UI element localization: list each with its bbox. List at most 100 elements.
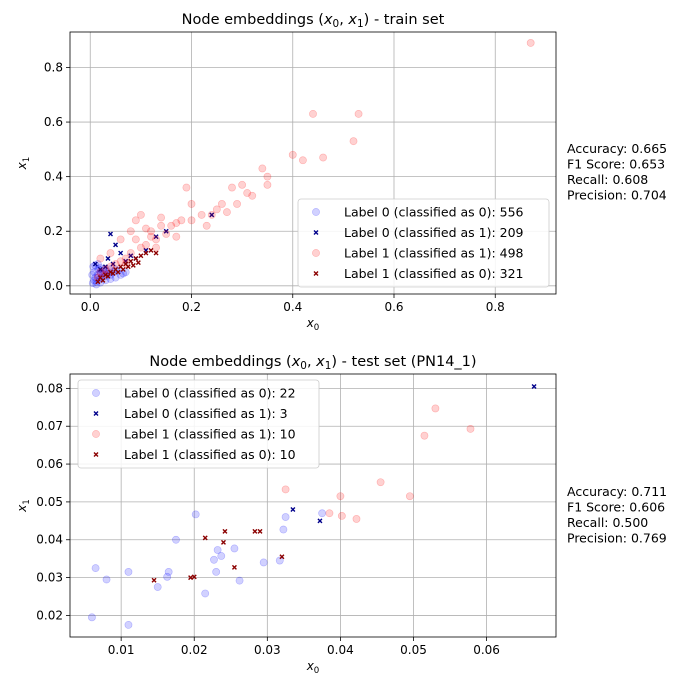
chart1-s2-point-20 — [177, 216, 186, 225]
chart1-s2-point-47 — [96, 254, 105, 263]
chart1-xlabel: x0 — [306, 316, 320, 333]
chart1-s2-point-3 — [349, 137, 358, 146]
chart1-s3-point-15 — [100, 277, 106, 283]
chart1-s3-point-12 — [115, 269, 121, 275]
chart1-s2-point-4 — [288, 150, 297, 159]
chart1-s2-point-22 — [167, 221, 176, 230]
chart1-s3-point-8 — [138, 253, 144, 259]
chart2-metric-2: Recall: 0.500 — [567, 515, 648, 530]
chart1-s2-point-11 — [248, 191, 257, 200]
chart1-s2-point-54 — [152, 243, 160, 252]
chart2-s3-point-8 — [257, 528, 263, 534]
chart1-legend-marker-0 — [312, 208, 320, 216]
chart2-s0-point-10 — [201, 589, 210, 598]
chart1-s2-point-13 — [228, 183, 236, 192]
chart2-s0-point-18 — [275, 556, 284, 565]
chart2-s3-point-2 — [191, 574, 197, 580]
chart1-s3-point-7 — [133, 256, 139, 262]
chart1-s2-point-7 — [258, 164, 267, 173]
chart2-s3-point-0 — [151, 577, 157, 583]
chart1-s0-point-16 — [91, 261, 100, 270]
chart2-xlabel-sub: 0 — [314, 666, 320, 676]
chart1: 0.0 0.2 0.4 0.6 0.8 0.0 0.2 0.4 0.6 0.8 Node embed… — [15, 12, 667, 333]
chart2-s0-point-19 — [279, 525, 288, 534]
chart1-ylabel-sub: 1 — [22, 157, 32, 163]
chart2-title-x1: x — [315, 354, 325, 370]
chart1-title-x0: x — [323, 12, 333, 28]
chart2-xtick-label-0: 0.01 — [108, 643, 135, 657]
chart1-ytick-label-4: 0.8 — [44, 60, 63, 74]
chart1-s2-point-12 — [233, 200, 241, 208]
chart2-xtick-label-4: 0.05 — [400, 643, 427, 657]
chart1-s3-point-19 — [130, 262, 136, 268]
chart2-legend-label-2: Label 1 (classified as 1): 10 — [124, 427, 296, 442]
chart2-ylabel-base: x — [15, 504, 29, 513]
chart1-s0-point-30 — [88, 270, 97, 279]
chart1-s3-point-1 — [102, 272, 108, 278]
chart1-title-x0-sub: 0 — [333, 18, 340, 30]
chart2-s0-point-11 — [210, 555, 218, 564]
chart1-s2-point-43 — [212, 205, 221, 214]
chart2-xtick-label-3: 0.04 — [327, 643, 354, 657]
chart1-s2-point-44 — [243, 189, 252, 197]
chart1-s1-point-11 — [163, 228, 169, 234]
chart2-s3-point-3 — [202, 535, 208, 541]
chart2-s0-point-13 — [213, 546, 222, 554]
chart1-xtick-label-2: 0.4 — [283, 300, 302, 314]
chart2-legend-box — [77, 379, 320, 469]
chart2-ytick-label-2: 0.04 — [36, 533, 63, 547]
chart1-s2-point-32 — [116, 257, 125, 266]
chart2-legend-marker-1 — [93, 411, 99, 416]
chart1-title-x1: x — [347, 12, 357, 28]
chart1-legend-marker-1 — [313, 230, 319, 235]
chart2-s2-point-3 — [337, 512, 346, 520]
chart2-s0-point-1 — [91, 564, 100, 573]
chart2-s0-point-7 — [164, 568, 173, 576]
chart1-s2-point-40 — [147, 227, 155, 236]
chart2-s0-point-3 — [124, 620, 133, 629]
chart1-xlabel-base: x — [306, 316, 315, 330]
chart1-ytick-label-2: 0.4 — [44, 170, 63, 184]
chart1-s2-point-14 — [217, 200, 226, 208]
chart1-s1-point-10 — [153, 234, 159, 240]
chart1-s1-point-13 — [105, 256, 111, 262]
chart1-legend-label-1: Label 0 (classified as 1): 209 — [344, 225, 524, 240]
chart1-legend-label-3: Label 1 (classified as 0): 321 — [344, 266, 524, 281]
chart1-s3-point-10 — [105, 273, 111, 279]
chart1-ylabel: x1 — [15, 157, 32, 171]
chart2-s2-point-7 — [420, 431, 429, 440]
chart1-s2-point-48 — [157, 213, 166, 222]
chart1-legend-marker-3 — [313, 271, 319, 276]
chart1-s1-point-14 — [110, 261, 116, 267]
chart1-s1-point-3 — [108, 231, 113, 237]
chart1-xtick-label-3: 0.6 — [384, 300, 403, 314]
chart1-s2-point-28 — [136, 243, 145, 252]
chart2-ylabel-sub: 1 — [22, 499, 32, 505]
chart1-s2-point-5 — [319, 153, 328, 162]
chart2-s2-point-2 — [336, 492, 345, 501]
chart1-s2-point-8 — [263, 172, 272, 181]
chart1-s0-point-32 — [94, 265, 103, 274]
chart1-s0-point-3 — [92, 277, 101, 286]
chart1-s2-point-41 — [187, 216, 196, 225]
chart2-s1-point-0 — [531, 383, 537, 389]
chart1-s1-point-5 — [118, 250, 124, 256]
chart1-s2-point-18 — [182, 183, 191, 192]
chart1-s2-point-46 — [106, 249, 115, 257]
chart1-s2-point-10 — [238, 180, 247, 189]
chart2-title: Node embeddings (x0, x1) - test set (PN1… — [149, 354, 476, 372]
chart1-s2-point-17 — [197, 210, 206, 219]
chart2-legend: Label 0 (classified as 0): 22 Label 0 (cl… — [77, 379, 320, 469]
chart1-s2-point-50 — [126, 227, 135, 236]
chart2-xtick-label-1: 0.02 — [181, 643, 208, 657]
chart2-s0-point-20 — [281, 513, 290, 521]
chart2-title-x1-sub: 1 — [325, 360, 332, 372]
chart1-s0-point-31 — [90, 268, 99, 277]
chart1-s3-point-13 — [120, 266, 126, 272]
chart2-s0-point-2 — [102, 575, 111, 584]
chart1-s3-point-6 — [128, 258, 134, 264]
chart1-metric-2: Recall: 0.608 — [567, 172, 648, 187]
chart1-legend: Label 0 (classified as 0): 556 Label 0 (c… — [297, 198, 550, 288]
chart1-s2-point-33 — [111, 260, 120, 268]
